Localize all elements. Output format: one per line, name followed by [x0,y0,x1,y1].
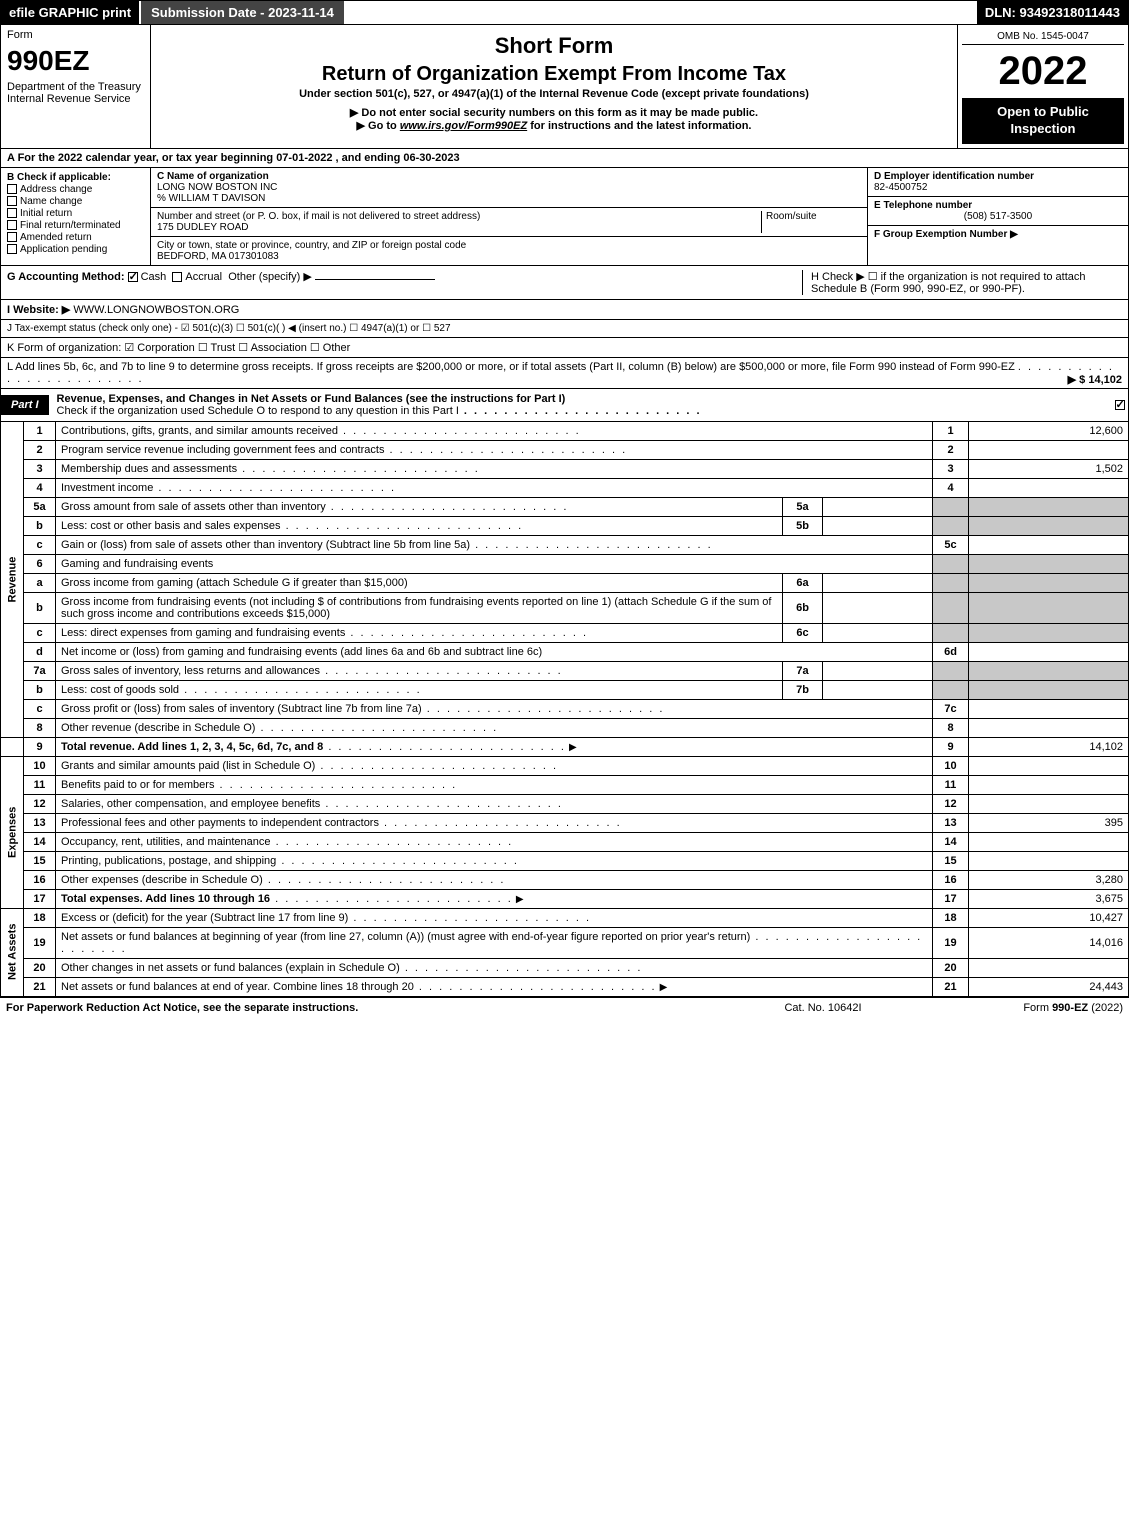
line-6b: b Gross income from fundraising events (… [1,592,1129,623]
line-2: 2 Program service revenue including gove… [1,440,1129,459]
line-6a: a Gross income from gaming (attach Sched… [1,573,1129,592]
expenses-section-label: Expenses [1,756,24,908]
city-value: BEDFORD, MA 017301083 [157,251,279,262]
care-of-value: % WILLIAM T DAVISON [157,193,861,204]
line-5c: c Gain or (loss) from sale of assets oth… [1,535,1129,554]
line-6c: c Less: direct expenses from gaming and … [1,623,1129,642]
tax-year: 2022 [962,49,1124,94]
group-exemption-label: F Group Exemption Number ▶ [874,229,1018,240]
amt-1: 12,600 [969,422,1129,441]
chk-name-change[interactable]: Name change [7,196,144,207]
line-6: 6 Gaming and fundraising events [1,554,1129,573]
line-10: Expenses 10 Grants and similar amounts p… [1,756,1129,775]
org-name-label: C Name of organization [157,171,861,182]
section-i-website: I Website: ▶ WWW.LONGNOWBOSTON.ORG [0,300,1129,320]
line-6d: d Net income or (loss) from gaming and f… [1,642,1129,661]
line-7b: b Less: cost of goods sold 7b [1,680,1129,699]
org-name-value: LONG NOW BOSTON INC [157,182,861,193]
phone-value: (508) 517-3500 [874,211,1122,222]
part-i-title: Revenue, Expenses, and Changes in Net As… [49,389,1114,421]
dept-label: Department of the Treasury Internal Reve… [7,81,144,105]
accounting-method-label: G Accounting Method: [7,271,125,283]
chk-accrual[interactable] [172,272,182,282]
section-a-tax-year: A For the 2022 calendar year, or tax yea… [0,149,1129,168]
street-value: 175 DUDLEY ROAD [157,222,249,233]
room-label: Room/suite [766,211,817,222]
part-i-header: Part I Revenue, Expenses, and Changes in… [0,389,1129,422]
section-c-org-info: C Name of organization LONG NOW BOSTON I… [151,168,868,265]
gross-receipts-amount: ▶ $ 14,102 [1068,373,1122,386]
header-left-col: Form 990EZ Department of the Treasury In… [1,25,151,148]
section-h-schedule-b: H Check ▶ ☐ if the organization is not r… [802,270,1122,295]
form-label: Form [7,29,144,41]
form-number: 990EZ [7,45,144,77]
efile-print-label: efile GRAPHIC print [1,1,139,24]
line-15: 15 Printing, publications, postage, and … [1,851,1129,870]
section-b-title: B Check if applicable: [7,172,144,183]
subtitle: Under section 501(c), 527, or 4947(a)(1)… [159,88,949,100]
line-19: 19 Net assets or fund balances at beginn… [1,927,1129,958]
netassets-section-label: Net Assets [1,908,24,996]
header-right-col: OMB No. 1545-0047 2022 Open to Public In… [958,25,1128,148]
phone-label: E Telephone number [874,200,1122,211]
ein-value: 82-4500752 [874,182,1122,193]
section-j-tax-exempt: J Tax-exempt status (check only one) - ☑… [0,320,1129,338]
page-footer: For Paperwork Reduction Act Notice, see … [0,997,1129,1018]
section-gh: G Accounting Method: Cash Accrual Other … [0,266,1129,300]
line-4: 4 Investment income 4 [1,478,1129,497]
line-14: 14 Occupancy, rent, utilities, and maint… [1,832,1129,851]
line-16: 16 Other expenses (describe in Schedule … [1,870,1129,889]
chk-initial-return[interactable]: Initial return [7,208,144,219]
line-18: Net Assets 18 Excess or (deficit) for th… [1,908,1129,927]
submission-date-label: Submission Date - 2023-11-14 [139,1,344,24]
cat-no: Cat. No. 10642I [723,1002,923,1014]
open-inspection-box: Open to Public Inspection [962,98,1124,144]
chk-final-return[interactable]: Final return/terminated [7,220,144,231]
chk-application-pending[interactable]: Application pending [7,244,144,255]
note-ssn: ▶ Do not enter social security numbers o… [159,106,949,119]
omb-number: OMB No. 1545-0047 [962,29,1124,45]
line-17: 17 Total expenses. Add lines 10 through … [1,889,1129,908]
part-i-check[interactable] [1114,399,1128,411]
part-i-table: Revenue 1 Contributions, gifts, grants, … [0,422,1129,997]
dln-label: DLN: 93492318011443 [977,1,1128,24]
line-7c: c Gross profit or (loss) from sales of i… [1,699,1129,718]
line-5b: b Less: cost or other basis and sales ex… [1,516,1129,535]
line-7a: 7a Gross sales of inventory, less return… [1,661,1129,680]
form-header: Form 990EZ Department of the Treasury In… [0,25,1129,149]
note-goto: ▶ Go to www.irs.gov/Form990EZ for instru… [159,119,949,132]
chk-cash[interactable] [128,272,138,282]
paperwork-notice: For Paperwork Reduction Act Notice, see … [6,1002,723,1014]
top-bar: efile GRAPHIC print Submission Date - 20… [0,0,1129,25]
line-9: 9 Total revenue. Add lines 1, 2, 3, 4, 5… [1,737,1129,756]
title-return: Return of Organization Exempt From Incom… [159,63,949,86]
line-13: 13 Professional fees and other payments … [1,813,1129,832]
header-center-col: Short Form Return of Organization Exempt… [151,25,958,148]
section-k-form-org: K Form of organization: ☑ Corporation ☐ … [0,338,1129,358]
irs-link[interactable]: www.irs.gov/Form990EZ [400,120,527,132]
website-value[interactable]: WWW.LONGNOWBOSTON.ORG [73,304,239,316]
line-1: Revenue 1 Contributions, gifts, grants, … [1,422,1129,441]
line-21: 21 Net assets or fund balances at end of… [1,977,1129,996]
line-11: 11 Benefits paid to or for members 11 [1,775,1129,794]
ein-label: D Employer identification number [874,171,1122,182]
section-bcdef: B Check if applicable: Address change Na… [0,168,1129,266]
section-def: D Employer identification number 82-4500… [868,168,1128,265]
line-3: 3 Membership dues and assessments 3 1,50… [1,459,1129,478]
line-5a: 5a Gross amount from sale of assets othe… [1,497,1129,516]
chk-amended-return[interactable]: Amended return [7,232,144,243]
section-l-gross-receipts: L Add lines 5b, 6c, and 7b to line 9 to … [0,358,1129,389]
form-ref: Form 990-EZ (2022) [923,1002,1123,1014]
revenue-section-label: Revenue [1,422,24,738]
title-short-form: Short Form [159,33,949,59]
section-b-checkboxes: B Check if applicable: Address change Na… [1,168,151,265]
part-i-label: Part I [1,395,49,415]
city-label: City or town, state or province, country… [157,240,466,251]
line-12: 12 Salaries, other compensation, and emp… [1,794,1129,813]
street-label: Number and street (or P. O. box, if mail… [157,211,480,222]
chk-address-change[interactable]: Address change [7,184,144,195]
line-20: 20 Other changes in net assets or fund b… [1,958,1129,977]
line-8: 8 Other revenue (describe in Schedule O)… [1,718,1129,737]
